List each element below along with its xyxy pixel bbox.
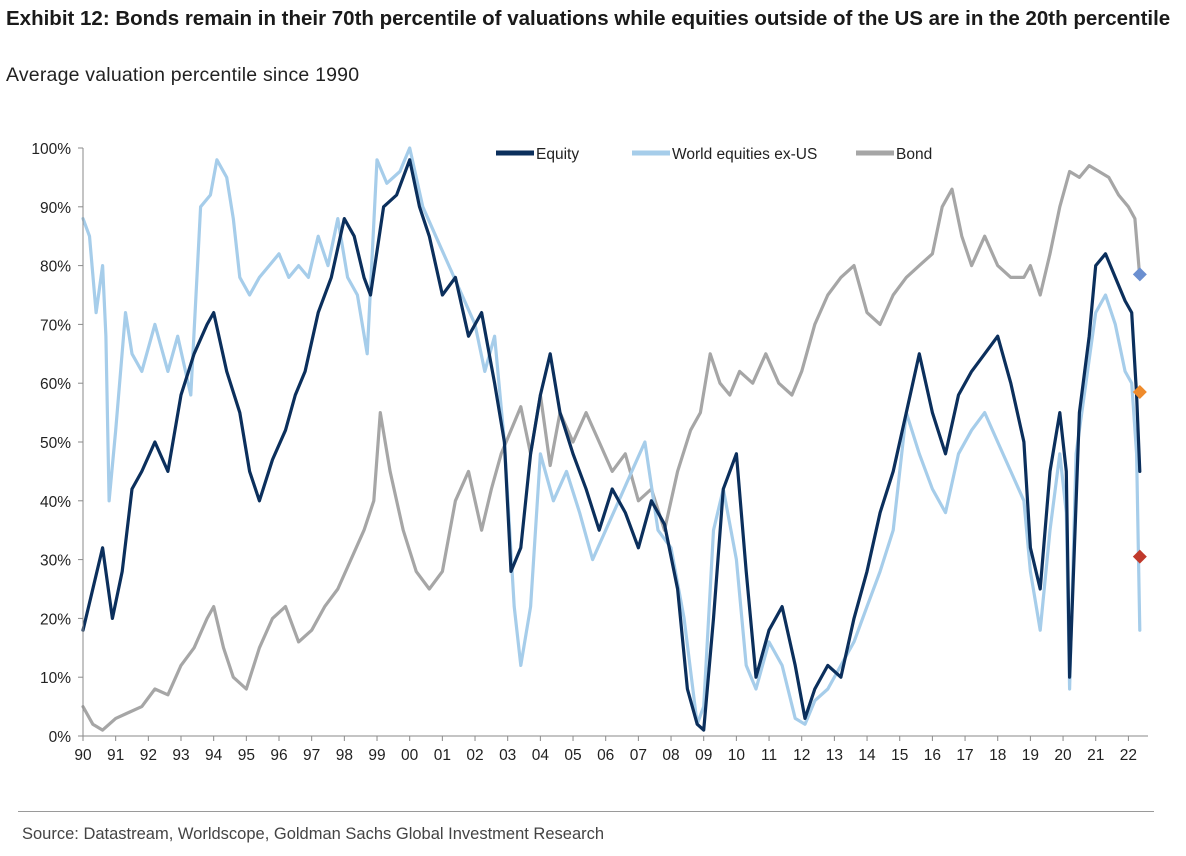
end-markers	[1132, 267, 1147, 564]
end-marker-equity	[1132, 385, 1147, 400]
x-tick-label: 99	[368, 747, 385, 764]
x-tick-label: 98	[336, 747, 353, 764]
x-tick-label: 08	[662, 747, 679, 764]
x-tick-label: 14	[858, 747, 876, 764]
x-tick-label: 10	[728, 747, 746, 764]
x-tick-label: 15	[891, 747, 908, 764]
y-tick-label: 70%	[40, 317, 71, 334]
end-marker-world-equities-ex-us	[1132, 549, 1147, 564]
x-tick-label: 97	[303, 747, 320, 764]
y-tick-label: 60%	[40, 376, 71, 393]
x-tick-label: 21	[1087, 747, 1104, 764]
x-tick-label: 12	[793, 747, 810, 764]
legend: Equity World equities ex-US Bond	[496, 146, 932, 163]
x-tick-label: 06	[597, 747, 614, 764]
x-tick-label: 96	[270, 747, 287, 764]
x-tick-label: 93	[172, 747, 189, 764]
series-layer	[81, 146, 1142, 732]
x-tick-label: 03	[499, 747, 516, 764]
legend-label-world-equities-ex-us: World equities ex-US	[672, 146, 817, 163]
source-note: Source: Datastream, Worldscope, Goldman …	[22, 825, 605, 843]
x-tick-label: 05	[564, 747, 581, 764]
legend-label-bond: Bond	[896, 146, 932, 163]
y-tick-label: 10%	[40, 670, 71, 687]
footer-divider	[18, 811, 1154, 812]
x-tick-label: 92	[140, 747, 157, 764]
x-tick-label: 94	[205, 747, 223, 764]
legend-label-equity: Equity	[536, 146, 579, 163]
y-tick-label: 30%	[40, 553, 71, 570]
x-tick-label: 18	[989, 747, 1006, 764]
series-line-world-equities-ex-us	[81, 146, 1142, 726]
x-tick-label: 16	[924, 747, 941, 764]
y-tick-label: 20%	[40, 611, 71, 628]
x-tick-label: 00	[401, 747, 419, 764]
series-line-equity	[81, 158, 1142, 732]
x-tick-label: 02	[466, 747, 483, 764]
end-marker-bond	[1132, 267, 1147, 282]
y-tick-label: 0%	[49, 729, 72, 746]
x-tick-label: 07	[630, 747, 647, 764]
y-tick-label: 90%	[40, 200, 71, 217]
x-tick-label: 09	[695, 747, 712, 764]
y-tick-label: 50%	[40, 435, 71, 452]
series-line-bond	[81, 164, 1142, 732]
x-tick-label: 19	[1022, 747, 1039, 764]
x-tick-label: 13	[826, 747, 843, 764]
x-tick-label: 90	[74, 747, 92, 764]
y-tick-label: 40%	[40, 494, 71, 511]
x-tick-label: 17	[956, 747, 973, 764]
x-tick-label: 04	[532, 747, 550, 764]
axis-layer: 0% 10% 20% 30% 40% 50% 60% 70% 80% 90% 100% 90 91 92 9…	[31, 141, 1148, 764]
y-tick-label: 80%	[40, 259, 71, 276]
y-tick-label: 100%	[31, 141, 71, 158]
chart-title: Exhibit 12: Bonds remain in their 70th p…	[6, 7, 1171, 30]
x-tick-label: 95	[238, 747, 255, 764]
x-tick-label: 91	[107, 747, 124, 764]
chart-subtitle: Average valuation percentile since 1990	[6, 64, 360, 86]
x-tick-label: 22	[1120, 747, 1137, 764]
x-tick-label: 20	[1054, 747, 1072, 764]
x-tick-label: 01	[434, 747, 451, 764]
x-tick-label: 11	[761, 747, 777, 764]
